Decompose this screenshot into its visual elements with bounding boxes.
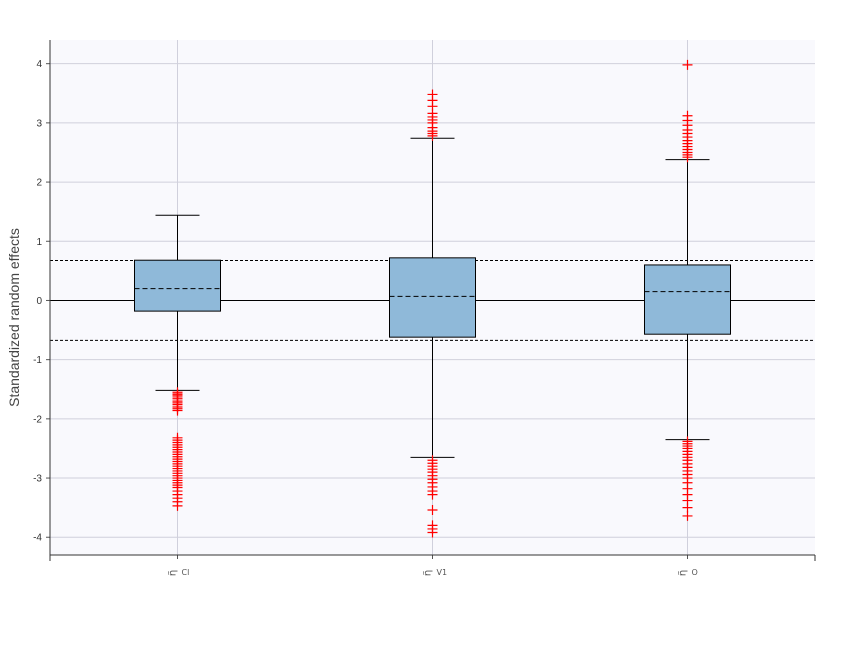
x-tick-label: η̃	[422, 570, 434, 576]
y-axis-title: Standardized random effects	[6, 228, 22, 407]
boxes	[134, 59, 731, 538]
y-tick-label: 3	[36, 118, 42, 129]
outlier-point	[427, 89, 438, 100]
x-tick-label: η̃	[677, 570, 689, 576]
x-axis-ticks: η̃ Cl η̃ V1 η̃ O	[49, 555, 816, 577]
iqr-box	[389, 257, 476, 338]
x-tick-symbol: η̃	[422, 570, 434, 576]
y-tick-label: 0	[36, 296, 42, 307]
y-tick-label: 2	[36, 178, 42, 189]
box-Cl	[134, 214, 221, 511]
outlier-point	[682, 510, 693, 521]
outlier-point	[427, 527, 438, 538]
y-tick-label: 1	[36, 237, 42, 248]
y-tick-label: -4	[33, 533, 42, 544]
outlier-point	[682, 110, 693, 121]
iqr-box	[134, 259, 221, 312]
outlier-point	[682, 59, 693, 70]
box-O	[644, 59, 731, 521]
x-tick-subscript: V1	[437, 568, 448, 577]
outlier-point	[172, 405, 183, 416]
x-tick-label: η̃	[167, 570, 179, 576]
y-axis-ticks: -4 -3 -2 -1 0 1 2 3 4	[33, 59, 50, 544]
y-tick-label: -3	[33, 474, 42, 485]
y-tick-label: 4	[36, 59, 42, 70]
outlier-point	[427, 489, 438, 500]
x-tick-subscript: O	[692, 568, 698, 577]
outlier-point	[172, 500, 183, 511]
x-tick-subscript: Cl	[182, 568, 190, 577]
x-tick-symbol: η̃	[677, 570, 689, 576]
y-tick-label: -1	[33, 355, 42, 366]
y-tick-label: -2	[33, 414, 42, 425]
iqr-box	[644, 264, 731, 335]
box-V1	[389, 89, 476, 538]
x-tick-symbol: η̃	[167, 570, 179, 576]
outlier-point	[427, 505, 438, 516]
